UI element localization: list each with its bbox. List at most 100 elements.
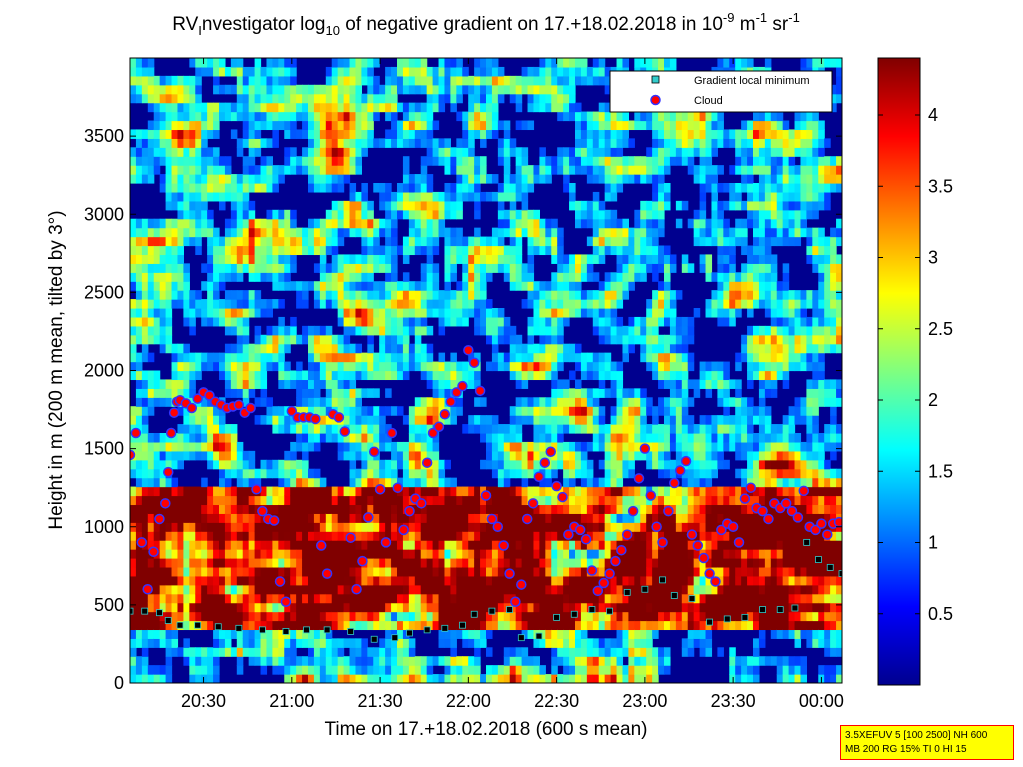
heatmap-cell: [207, 665, 214, 675]
heatmap-cell: [236, 513, 244, 523]
heatmap-cell: [420, 299, 428, 309]
heatmap-cell: [652, 58, 659, 68]
heatmap-cell: [509, 415, 517, 425]
heatmap-cell: [177, 433, 184, 443]
heatmap-cell: [224, 513, 232, 523]
heatmap-cell: [438, 602, 446, 613]
heatmap-cell: [290, 120, 297, 131]
heatmap-cell: [521, 468, 529, 479]
heatmap-cell: [652, 218, 659, 229]
heatmap-cell: [141, 674, 149, 683]
heatmap-cell: [557, 522, 564, 532]
heatmap-cell: [153, 450, 161, 461]
heatmap-cell: [230, 379, 238, 389]
heatmap-cell: [640, 566, 647, 577]
heatmap-cell: [183, 522, 190, 532]
heatmap-cell: [385, 308, 392, 318]
heatmap-cell: [658, 620, 665, 631]
heatmap-cell: [171, 183, 179, 193]
heatmap-cell: [491, 415, 499, 425]
heatmap-cell: [224, 629, 232, 639]
heatmap-cell: [462, 584, 469, 595]
heatmap-cell: [456, 504, 463, 514]
heatmap-cell: [230, 370, 238, 381]
heatmap-cell: [414, 477, 422, 488]
heatmap-cell: [658, 406, 665, 416]
heatmap-cell: [266, 156, 273, 166]
heatmap-cell: [183, 183, 190, 193]
heatmap-cell: [355, 316, 362, 327]
heatmap-cell: [278, 415, 285, 425]
heatmap-cell: [260, 84, 268, 95]
heatmap-cell: [580, 308, 588, 318]
heatmap-cell: [337, 183, 345, 193]
heatmap-cell: [563, 183, 570, 193]
heatmap-cell: [569, 397, 576, 407]
heatmap-cell: [195, 513, 202, 523]
heatmap-cell: [130, 361, 137, 372]
heatmap-cell: [284, 620, 291, 631]
heatmap-cell: [147, 495, 155, 506]
heatmap-cell: [563, 397, 570, 407]
heatmap-cell: [569, 93, 576, 104]
heatmap-cell: [135, 468, 143, 479]
heatmap-cell: [592, 75, 600, 86]
heatmap-cell: [646, 299, 653, 309]
heatmap-cell: [349, 379, 357, 389]
heatmap-cell: [622, 325, 629, 336]
heatmap-cell: [444, 540, 451, 550]
heatmap-cell: [551, 254, 558, 264]
heatmap-cell: [580, 665, 588, 675]
heatmap-cell: [557, 450, 564, 461]
heatmap-cell: [420, 200, 428, 211]
heatmap-cell: [325, 66, 333, 77]
heatmap-cell: [343, 138, 351, 148]
heatmap-cell: [658, 665, 665, 675]
heatmap-cell: [266, 66, 273, 77]
heatmap-cell: [468, 111, 475, 122]
heatmap-cell: [426, 531, 434, 541]
heatmap-cell: [509, 549, 517, 559]
heatmap-cell: [278, 513, 285, 523]
heatmap-cell: [135, 308, 143, 318]
heatmap-cell: [313, 111, 321, 122]
heatmap-cell: [308, 325, 315, 336]
heatmap-cell: [474, 102, 481, 113]
heatmap-cell: [296, 281, 303, 291]
heatmap-cell: [598, 477, 606, 488]
heatmap-cell: [426, 263, 434, 273]
heatmap-cell: [563, 566, 570, 577]
heatmap-cell: [402, 174, 410, 184]
heatmap-cell: [195, 138, 202, 148]
heatmap-cell: [254, 93, 262, 104]
heatmap-cell: [444, 674, 451, 683]
heatmap-cell: [503, 84, 511, 95]
heatmap-cell: [130, 236, 137, 247]
heatmap-cell: [527, 406, 535, 416]
heatmap-cell: [468, 513, 475, 523]
heatmap-cell: [248, 540, 256, 550]
heatmap-cell: [646, 522, 653, 532]
heatmap-cell: [349, 66, 357, 77]
heatmap-cell: [486, 58, 493, 68]
heatmap-cell: [515, 236, 523, 247]
heatmap-cell: [135, 531, 143, 541]
heatmap-cell: [147, 138, 155, 148]
heatmap-cell: [503, 468, 511, 479]
heatmap-cell: [408, 406, 416, 416]
heatmap-cell: [230, 58, 238, 68]
heatmap-cell: [177, 165, 184, 175]
heatmap-cell: [545, 629, 552, 639]
heatmap-cell: [551, 424, 558, 434]
heatmap-cell: [397, 575, 404, 586]
heatmap-cell: [408, 611, 416, 622]
heatmap-cell: [130, 656, 137, 666]
heatmap-cell: [468, 656, 475, 666]
heatmap-cell: [207, 209, 214, 220]
heatmap-cell: [236, 84, 244, 95]
heatmap-cell: [515, 84, 523, 95]
heatmap-cell: [604, 388, 612, 398]
heatmap-cell: [634, 424, 641, 434]
heatmap-cell: [491, 575, 499, 586]
heatmap-cell: [230, 602, 238, 613]
